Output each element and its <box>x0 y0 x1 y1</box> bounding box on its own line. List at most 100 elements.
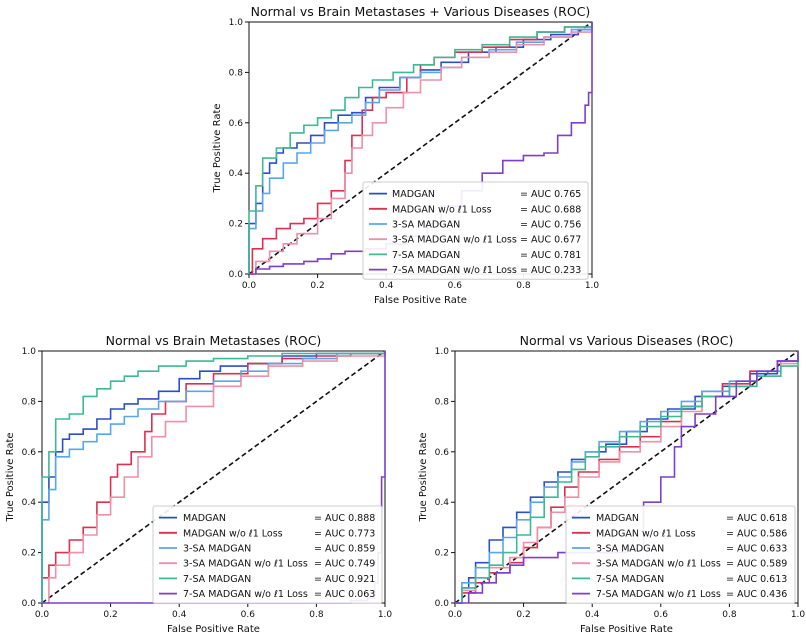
legend-auc: = AUC 0.436 <box>726 589 787 600</box>
roc-panel-3: Normal vs Various Diseases (ROC) 0.0 0.2 0.… <box>418 333 805 635</box>
x-tick-label: 0.2 <box>310 281 324 291</box>
legend-label: MADGAN w/o ℓ1 Loss <box>392 204 492 215</box>
y-tick-label: 0.0 <box>229 270 244 280</box>
x-tick-label: 1.0 <box>791 610 806 620</box>
legend-auc: = AUC 0.859 <box>314 544 375 555</box>
y-tick-label: 0.4 <box>22 498 37 508</box>
legend-auc: = AUC 0.888 <box>314 513 375 524</box>
roc-panel-2: Normal vs Brain Metastases (ROC) 0.0 0.2 0.… <box>5 333 392 635</box>
roc-curve-5 <box>248 22 593 274</box>
x-tick-label: 0.8 <box>309 610 324 620</box>
y-axis-label: True Positive Rate <box>418 432 429 522</box>
y-tick-label: 0.2 <box>435 549 449 559</box>
x-tick-label: 0.6 <box>241 610 256 620</box>
legend-box <box>565 505 796 604</box>
legend-auc: = AUC 0.677 <box>520 235 581 246</box>
x-tick-label: 0.4 <box>585 610 600 620</box>
x-tick-label: 0.0 <box>35 610 50 620</box>
x-tick-label: 0.0 <box>242 281 257 291</box>
legend-auc: = AUC 0.773 <box>314 528 375 539</box>
x-tick-label: 0.2 <box>516 610 530 620</box>
y-tick-label: 1.0 <box>22 347 37 357</box>
legend-label: 7-SA MADGAN w/o ℓ1 Loss <box>392 265 517 276</box>
legend-box <box>362 181 589 280</box>
x-tick-label: 0.0 <box>448 610 463 620</box>
legend-auc: = AUC 0.765 <box>520 189 581 200</box>
x-tick-label: 1.0 <box>378 610 393 620</box>
y-tick-label: 0.8 <box>22 397 37 407</box>
x-axis-label: False Positive Rate <box>580 624 673 635</box>
legend-label: MADGAN <box>392 189 435 200</box>
legend-auc: = AUC 0.688 <box>520 204 581 215</box>
y-tick-label: 1.0 <box>229 18 244 28</box>
chart-title: Normal vs Brain Metastases (ROC) <box>106 333 322 348</box>
legend-label: 7-SA MADGAN <box>183 574 251 585</box>
legend-auc: = AUC 0.618 <box>726 513 787 524</box>
legend-label: 3-SA MADGAN <box>596 544 664 555</box>
legend-label: MADGAN <box>596 513 639 524</box>
x-tick-label: 0.8 <box>516 281 531 291</box>
y-tick-label: 0.0 <box>435 599 450 609</box>
x-axis-label: False Positive Rate <box>167 624 260 635</box>
legend-auc: = AUC 0.233 <box>520 265 581 276</box>
legend-auc: = AUC 0.781 <box>520 250 581 261</box>
roc-curve-5 <box>455 351 799 604</box>
legend-auc: = AUC 0.063 <box>314 589 375 600</box>
y-tick-label: 0.4 <box>229 169 244 179</box>
roc-curve-3 <box>41 351 386 603</box>
x-tick-label: 0.6 <box>654 610 669 620</box>
x-axis-label: False Positive Rate <box>374 295 467 306</box>
y-tick-label: 0.6 <box>22 448 37 458</box>
legend-auc: = AUC 0.633 <box>726 544 787 555</box>
roc-curve-1 <box>455 351 799 604</box>
legend-auc: = AUC 0.756 <box>520 220 581 231</box>
legend-label: 7-SA MADGAN <box>392 250 460 261</box>
y-tick-label: 0.0 <box>22 599 37 609</box>
y-tick-label: 0.4 <box>435 498 450 508</box>
y-tick-label: 1.0 <box>435 347 450 357</box>
roc-curve-2 <box>41 351 386 603</box>
y-tick-label: 0.6 <box>229 119 244 129</box>
legend-label: 7-SA MADGAN w/o ℓ1 Loss <box>596 589 721 600</box>
y-tick-label: 0.2 <box>22 549 36 559</box>
legend-auc: = AUC 0.749 <box>314 559 375 570</box>
legend-auc: = AUC 0.589 <box>726 559 787 570</box>
roc-panel-1: Normal vs Brain Metastases + Various Dis… <box>212 4 599 306</box>
x-tick-label: 0.4 <box>172 610 187 620</box>
roc-curve-5 <box>41 351 386 603</box>
y-tick-label: 0.8 <box>435 397 450 407</box>
x-tick-label: 1.0 <box>585 281 600 291</box>
roc-curve-4 <box>42 351 386 604</box>
roc-curve-2 <box>249 22 593 275</box>
chance-diagonal-line <box>454 350 799 604</box>
legend-label: 7-SA MADGAN <box>596 574 664 585</box>
roc-curve-1 <box>248 22 593 274</box>
roc-curve-4 <box>249 22 593 275</box>
legend-label: 3-SA MADGAN <box>392 220 460 231</box>
roc-curve-6 <box>455 351 799 604</box>
legend-label: MADGAN w/o ℓ1 Loss <box>596 528 696 539</box>
legend-auc: = AUC 0.921 <box>314 574 375 585</box>
legend-label: 3-SA MADGAN w/o ℓ1 Loss <box>392 235 517 246</box>
chart-title: Normal vs Various Diseases (ROC) <box>520 333 734 348</box>
legend-label: 3-SA MADGAN <box>183 544 251 555</box>
x-tick-label: 0.2 <box>103 610 117 620</box>
legend-label: 3-SA MADGAN w/o ℓ1 Loss <box>596 559 721 570</box>
legend-auc: = AUC 0.586 <box>726 528 787 539</box>
x-tick-label: 0.6 <box>448 281 463 291</box>
legend-label: 3-SA MADGAN w/o ℓ1 Loss <box>183 559 308 570</box>
y-axis-label: True Positive Rate <box>212 103 223 193</box>
chance-diagonal-line <box>248 21 593 275</box>
legend-label: MADGAN w/o ℓ1 Loss <box>183 528 283 539</box>
legend-label: MADGAN <box>183 513 226 524</box>
legend-auc: = AUC 0.613 <box>726 574 787 585</box>
y-tick-label: 0.2 <box>229 220 243 230</box>
y-axis-label: True Positive Rate <box>5 432 16 522</box>
chance-diagonal-line <box>41 350 386 604</box>
y-tick-label: 0.8 <box>229 68 244 78</box>
legend-box <box>152 505 383 604</box>
x-tick-label: 0.4 <box>379 281 394 291</box>
y-tick-label: 0.6 <box>435 448 450 458</box>
chart-title: Normal vs Brain Metastases + Various Dis… <box>251 4 591 19</box>
